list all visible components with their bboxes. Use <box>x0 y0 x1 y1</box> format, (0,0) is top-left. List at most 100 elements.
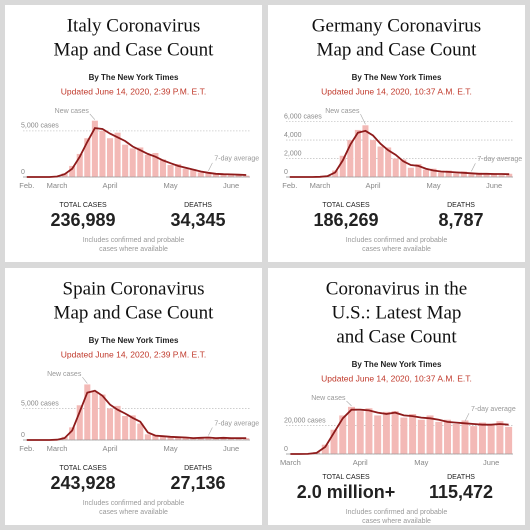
legend-label: 7-day average <box>214 156 259 163</box>
bar <box>453 173 460 177</box>
chart-title: Italy Coronavirus <box>67 15 201 36</box>
bar <box>190 438 197 440</box>
legend-label: New cases <box>325 108 360 115</box>
bar <box>129 415 136 440</box>
bar <box>415 164 422 177</box>
bar <box>496 421 504 454</box>
y-tick-label: 0 <box>21 432 25 439</box>
bar <box>167 165 174 177</box>
bar <box>347 406 355 454</box>
deaths: 115,472 <box>429 482 493 502</box>
x-tick-label: April <box>103 444 118 453</box>
leader <box>82 376 88 384</box>
bar <box>152 153 159 177</box>
bar <box>190 169 197 177</box>
x-tick-label: May <box>414 458 428 467</box>
bar <box>205 172 212 177</box>
bar <box>243 438 250 440</box>
card-background <box>268 5 525 262</box>
total-cases: 2.0 million+ <box>297 482 396 502</box>
deaths: 27,136 <box>170 473 225 493</box>
card-background <box>268 268 525 525</box>
bar <box>369 140 377 177</box>
deaths: 34,345 <box>170 210 225 230</box>
total-cases-label: TOTAL CASES <box>59 202 107 209</box>
updated: Updated June 14, 2020, 2:39 P.M. E.T. <box>61 349 206 359</box>
bar <box>197 172 204 177</box>
chart-title: and Case Count <box>336 326 457 347</box>
y-tick-label: 4,000 <box>284 132 302 139</box>
byline: By The New York Times <box>89 336 179 345</box>
y-tick-label: 0 <box>21 169 25 176</box>
updated: Updated June 14, 2020, 2:39 P.M. E.T. <box>61 86 206 96</box>
leader <box>464 413 470 422</box>
leader <box>208 162 213 171</box>
bar <box>460 171 467 177</box>
leader <box>360 113 366 125</box>
y-tick-label: 2,000 <box>284 150 302 157</box>
deaths-label: DEATHS <box>184 202 212 209</box>
note: cases where available <box>362 246 431 253</box>
bar <box>483 174 490 177</box>
x-tick-label: April <box>366 181 381 190</box>
total-cases: 243,928 <box>50 473 115 493</box>
byline: By The New York Times <box>89 73 179 82</box>
bar <box>445 170 452 177</box>
bar <box>91 392 98 440</box>
total-cases-label: TOTAL CASES <box>59 465 107 472</box>
leader <box>208 427 213 436</box>
bar <box>205 437 212 440</box>
bar <box>354 129 361 177</box>
bar <box>362 125 369 177</box>
bar <box>69 427 76 440</box>
bar <box>339 155 346 177</box>
bar <box>228 175 235 177</box>
bar <box>129 148 136 177</box>
x-tick-label: April <box>103 181 118 190</box>
chart-title: Map and Case Count <box>54 302 215 323</box>
bar <box>76 153 83 177</box>
bar <box>444 419 452 454</box>
y-tick-label: 6,000 cases <box>284 113 322 120</box>
chart-title: U.S.: Latest Map <box>332 302 462 323</box>
deaths-label: DEATHS <box>184 465 212 472</box>
chart-title: Map and Case Count <box>54 39 215 60</box>
bar <box>182 436 189 440</box>
bar <box>435 421 443 454</box>
bar <box>332 170 339 177</box>
bar <box>409 414 417 454</box>
chart-title: Germany Coronavirus <box>312 15 481 36</box>
bar <box>491 173 498 177</box>
deaths-label: DEATHS <box>447 202 475 209</box>
bar <box>91 120 98 177</box>
note: cases where available <box>99 509 168 516</box>
bar <box>461 420 469 454</box>
note: cases where available <box>362 518 431 525</box>
note: Includes confirmed and probable <box>346 509 448 516</box>
y-tick-label: 0 <box>284 169 288 176</box>
chart-title: Spain Coronavirus <box>63 278 205 299</box>
x-tick-label: June <box>223 444 239 453</box>
chart-title: Coronavirus in the <box>326 278 467 299</box>
total-cases: 236,989 <box>50 210 115 230</box>
bar <box>235 174 242 177</box>
bar <box>487 425 495 454</box>
bar <box>175 164 182 177</box>
bar <box>339 415 347 454</box>
bar <box>468 174 475 177</box>
bar <box>175 437 182 440</box>
card-background <box>5 5 262 262</box>
bar <box>374 415 382 454</box>
deaths-label: DEATHS <box>447 474 475 481</box>
bar <box>321 444 329 454</box>
byline: By The New York Times <box>352 360 442 369</box>
bar <box>356 411 364 454</box>
bar <box>69 165 76 177</box>
bar <box>422 169 430 177</box>
bar <box>114 132 121 177</box>
bar <box>452 424 460 454</box>
average-line <box>289 129 510 178</box>
leader <box>89 113 96 120</box>
bar <box>76 405 83 440</box>
